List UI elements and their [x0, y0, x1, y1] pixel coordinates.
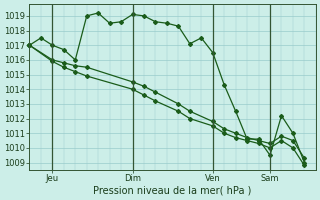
X-axis label: Pression niveau de la mer( hPa ): Pression niveau de la mer( hPa ) — [93, 186, 252, 196]
